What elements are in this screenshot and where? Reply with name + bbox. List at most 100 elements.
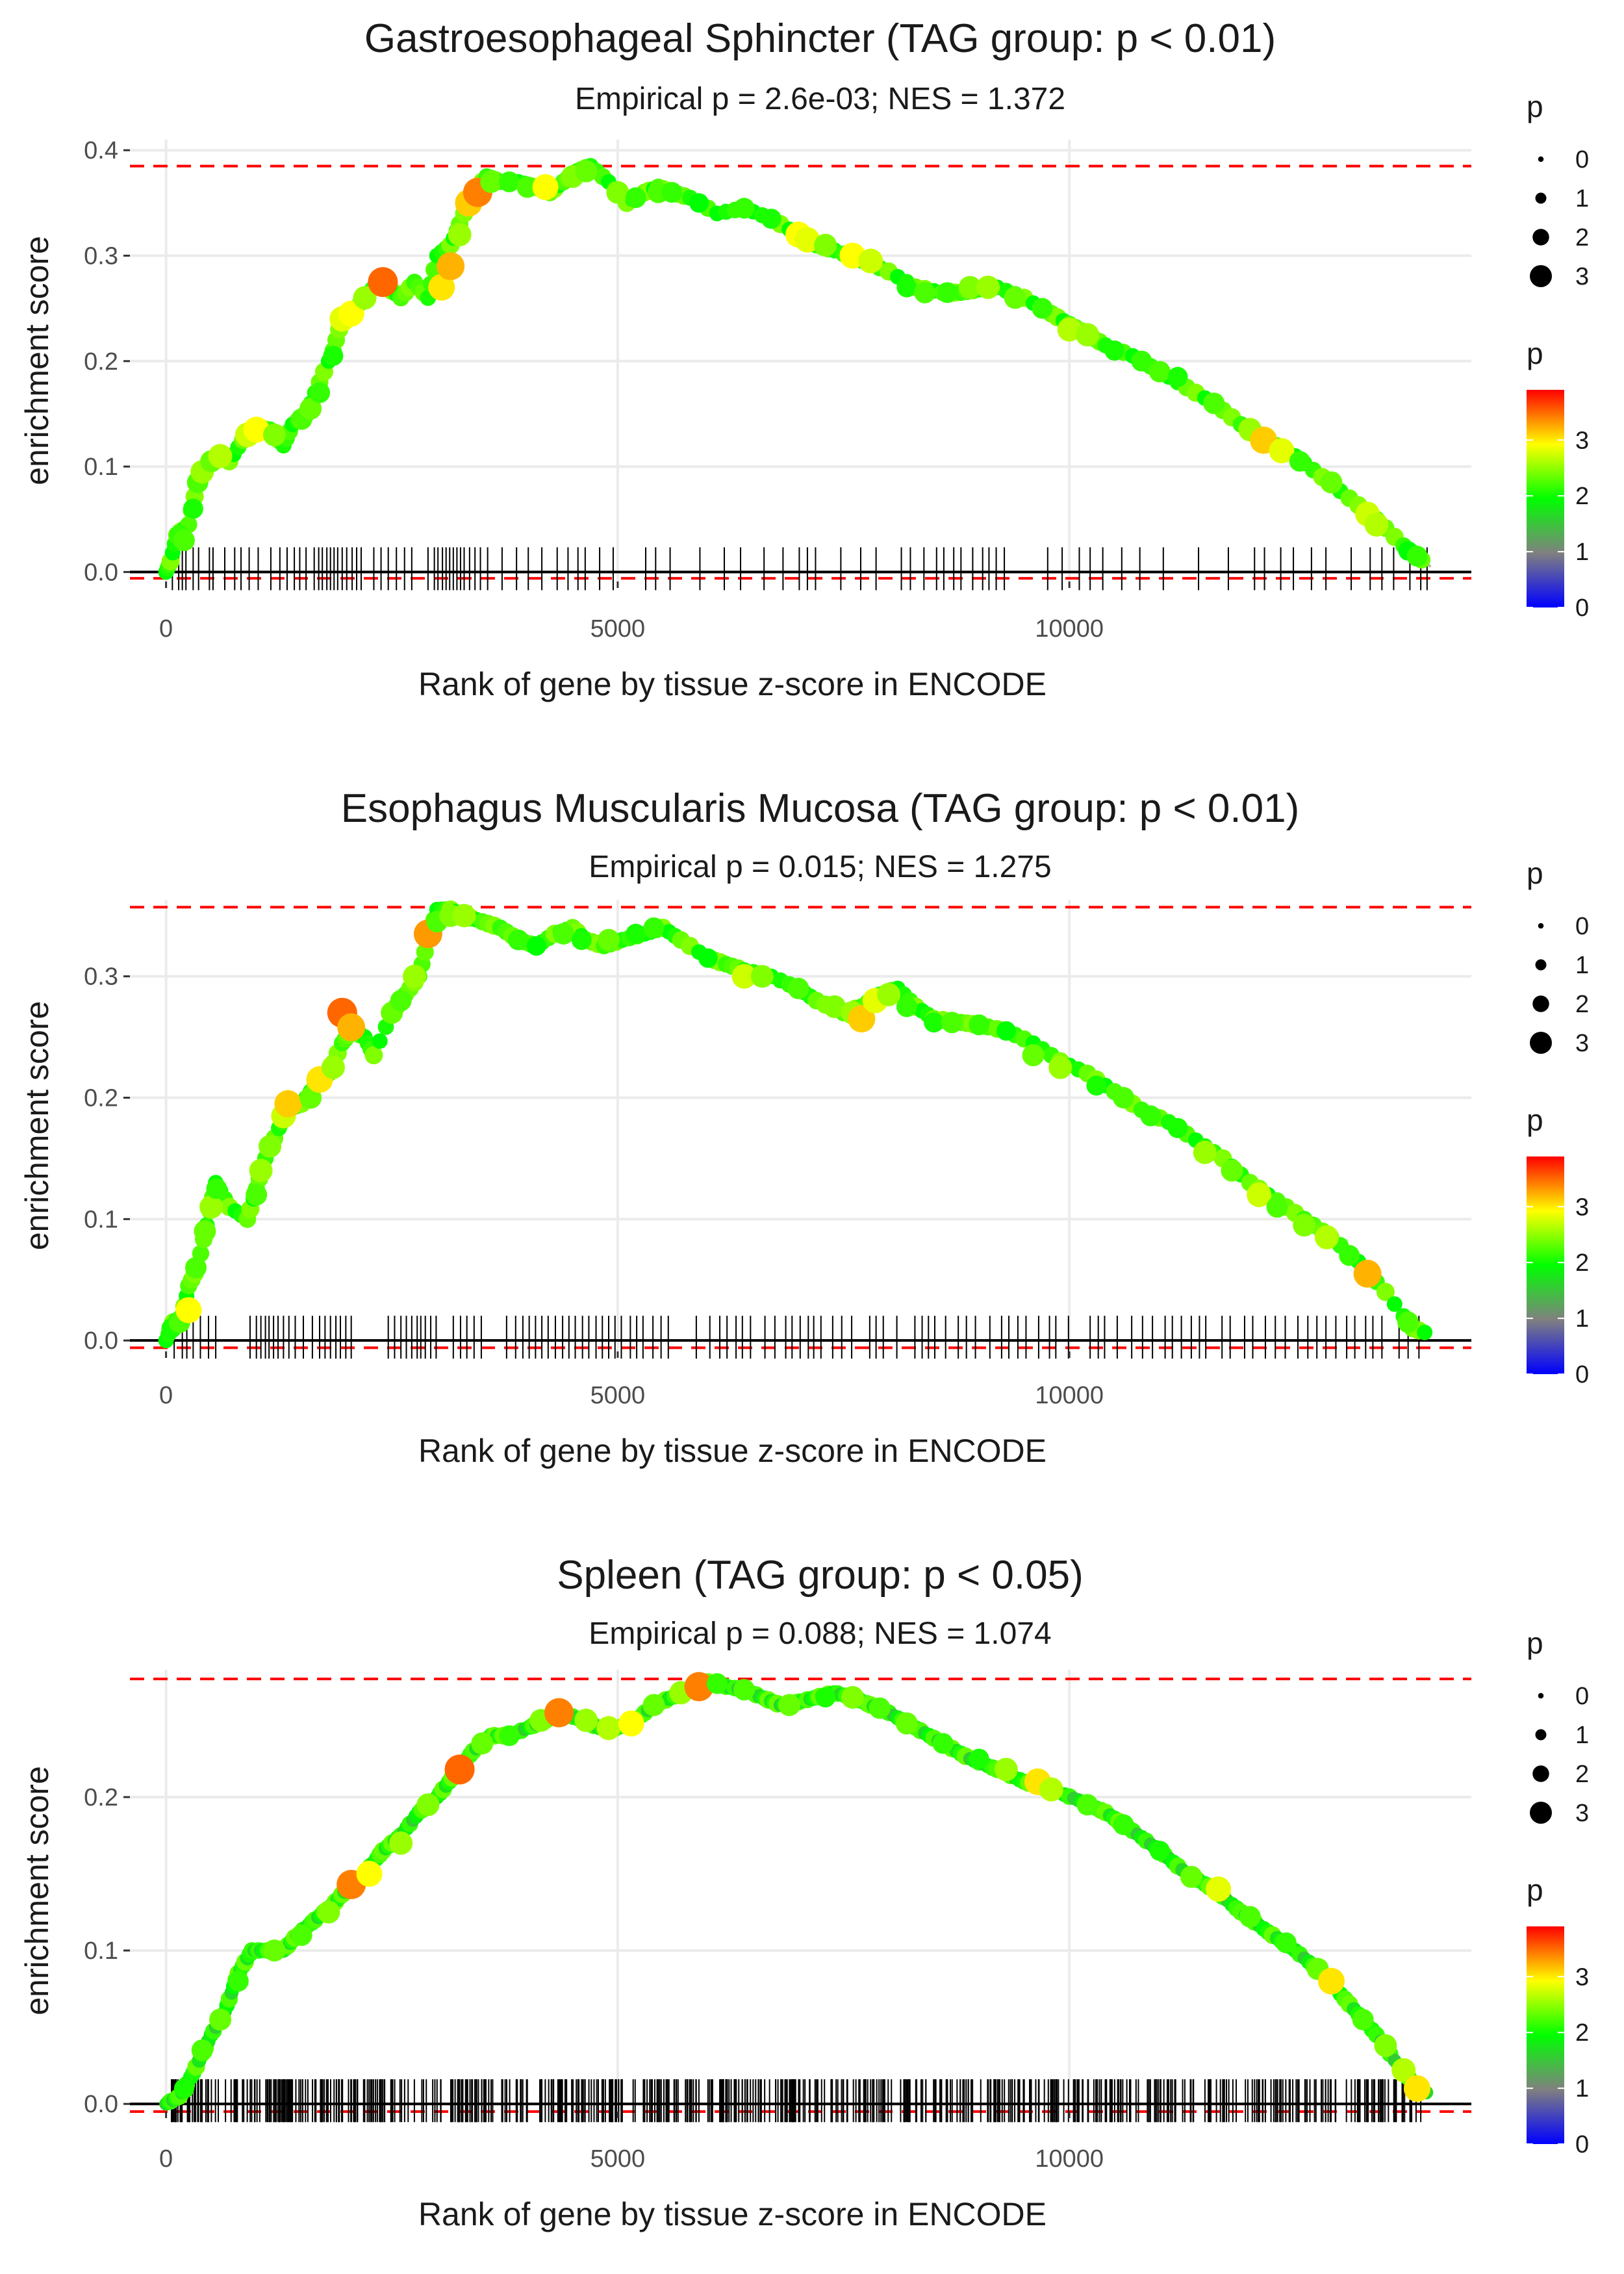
data-point xyxy=(1086,1075,1107,1096)
color-legend-label: 1 xyxy=(1575,2075,1589,2102)
color-legend-title: p xyxy=(1527,1873,1543,1907)
data-point xyxy=(185,1257,207,1279)
data-point xyxy=(994,1757,1018,1782)
data-point xyxy=(246,1184,268,1206)
color-legend-label: 3 xyxy=(1575,1963,1589,1991)
data-point xyxy=(996,1021,1016,1041)
data-point xyxy=(1320,471,1343,494)
data-point xyxy=(1022,1044,1045,1067)
chart-subtitle: Empirical p = 0.015; NES = 1.275 xyxy=(589,850,1051,884)
data-point xyxy=(1269,438,1295,464)
data-point xyxy=(1076,1794,1098,1816)
data-point xyxy=(625,187,646,209)
x-tick-label: 0 xyxy=(159,2145,173,2173)
data-point xyxy=(1247,1182,1272,1207)
data-point xyxy=(823,995,846,1018)
data-point xyxy=(1104,340,1125,361)
size-legend-key xyxy=(1530,1032,1552,1054)
data-point xyxy=(1180,1865,1202,1888)
size-legend-label: 0 xyxy=(1575,913,1589,940)
size-legend-label: 3 xyxy=(1575,263,1589,290)
data-point xyxy=(941,1012,963,1034)
data-point xyxy=(321,1055,345,1079)
data-point xyxy=(323,346,344,366)
data-point xyxy=(437,252,465,281)
data-point xyxy=(403,964,427,988)
data-point xyxy=(1048,1055,1072,1079)
color-legend-label: 0 xyxy=(1575,2131,1589,2158)
size-legend-label: 0 xyxy=(1575,1683,1589,1710)
data-point xyxy=(869,1697,891,1719)
data-point xyxy=(480,170,503,193)
data-point xyxy=(1203,392,1225,415)
data-point xyxy=(848,1005,876,1033)
x-tick-label: 10000 xyxy=(1035,1382,1104,1409)
data-point xyxy=(896,277,917,298)
data-point xyxy=(698,948,718,968)
y-tick-label: 0.1 xyxy=(84,1206,118,1233)
gene-rank-ticks xyxy=(170,2079,1422,2123)
data-point xyxy=(750,965,774,988)
y-tick-label: 0.0 xyxy=(84,559,118,586)
data-point xyxy=(249,1158,273,1182)
size-legend-key xyxy=(1530,265,1552,287)
data-point xyxy=(337,1013,366,1041)
color-legend-label: 0 xyxy=(1575,1361,1589,1388)
x-tick-label: 10000 xyxy=(1035,2145,1104,2173)
data-point xyxy=(1352,2008,1374,2030)
chart-subtitle: Empirical p = 2.6e-03; NES = 1.372 xyxy=(575,82,1065,116)
size-legend-key xyxy=(1532,1765,1549,1782)
size-legend-key xyxy=(1538,923,1544,929)
enrichment-curve xyxy=(164,908,1432,1341)
legend: p 0 1 2 3 p 3 2 1 0 xyxy=(1527,90,1589,622)
color-scale-bar xyxy=(1527,390,1564,607)
data-point xyxy=(841,1686,864,1709)
data-point xyxy=(499,1725,520,1746)
data-point xyxy=(815,1687,836,1707)
data-point xyxy=(1397,1311,1419,1333)
data-point xyxy=(598,928,620,951)
size-legend-key xyxy=(1535,192,1547,204)
data-point xyxy=(1167,1118,1188,1138)
data-point xyxy=(969,1748,989,1769)
data-point xyxy=(1057,317,1082,342)
data-point xyxy=(1206,1876,1232,1902)
size-legend-key xyxy=(1535,959,1547,971)
size-legend-key xyxy=(1535,1729,1547,1741)
data-point xyxy=(368,267,398,298)
data-point xyxy=(761,209,781,229)
data-point xyxy=(208,444,233,468)
size-legend-key xyxy=(1538,156,1544,162)
size-legend-key xyxy=(1530,1802,1552,1824)
data-point xyxy=(183,498,203,519)
data-point xyxy=(389,1831,413,1855)
data-point xyxy=(471,1732,494,1755)
data-point xyxy=(1239,1906,1261,1928)
data-point xyxy=(259,1134,282,1158)
data-point xyxy=(626,923,646,944)
color-legend-label: 3 xyxy=(1575,427,1589,454)
gene-rank-ticks xyxy=(171,547,1428,591)
color-legend-label: 3 xyxy=(1575,1194,1589,1221)
enrichment-points xyxy=(158,900,1433,1349)
data-point xyxy=(1293,1214,1316,1237)
data-point xyxy=(1148,361,1171,383)
y-tick-label: 0.2 xyxy=(84,1085,118,1112)
data-point xyxy=(1032,298,1053,319)
data-point xyxy=(1113,1814,1134,1835)
data-point xyxy=(571,930,592,951)
data-point xyxy=(290,1924,312,1946)
data-point xyxy=(706,1673,728,1694)
data-point xyxy=(516,176,539,198)
data-point xyxy=(937,282,958,303)
data-point xyxy=(1131,350,1152,372)
data-point xyxy=(299,397,322,420)
chart-title: Esophagus Muscularis Mucosa (TAG group: … xyxy=(341,786,1300,831)
data-point xyxy=(173,530,195,552)
color-legend-title: p xyxy=(1527,337,1543,370)
data-point xyxy=(499,171,520,192)
data-point xyxy=(1364,512,1389,537)
data-point xyxy=(877,982,901,1006)
y-tick-label: 0.3 xyxy=(84,964,118,991)
panel-2: Esophagus Muscularis Mucosa (TAG group: … xyxy=(19,786,1589,1469)
